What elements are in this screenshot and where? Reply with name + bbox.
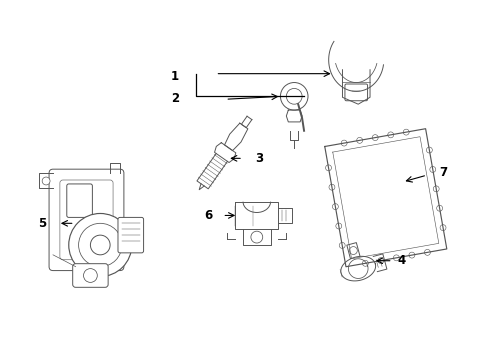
Circle shape xyxy=(69,213,131,276)
Text: 1: 1 xyxy=(170,70,179,83)
Circle shape xyxy=(42,177,50,185)
Circle shape xyxy=(286,89,302,104)
Circle shape xyxy=(356,138,362,143)
FancyBboxPatch shape xyxy=(118,217,143,253)
Circle shape xyxy=(362,260,367,266)
Text: 7: 7 xyxy=(438,166,446,179)
Text: 6: 6 xyxy=(204,209,212,222)
FancyBboxPatch shape xyxy=(67,184,92,217)
Circle shape xyxy=(90,235,110,255)
Circle shape xyxy=(325,165,331,171)
Circle shape xyxy=(250,231,262,243)
Text: 2: 2 xyxy=(170,92,179,105)
Circle shape xyxy=(371,135,377,140)
Circle shape xyxy=(332,204,338,210)
Circle shape xyxy=(436,205,442,211)
Circle shape xyxy=(280,82,307,110)
Circle shape xyxy=(403,129,408,135)
Text: 3: 3 xyxy=(254,152,263,165)
Circle shape xyxy=(424,249,429,255)
Circle shape xyxy=(341,140,346,146)
Circle shape xyxy=(377,258,383,264)
FancyBboxPatch shape xyxy=(73,264,108,287)
Circle shape xyxy=(339,242,345,248)
FancyBboxPatch shape xyxy=(49,169,123,271)
FancyBboxPatch shape xyxy=(344,84,367,101)
Circle shape xyxy=(432,186,438,192)
Text: 5: 5 xyxy=(38,217,46,230)
Circle shape xyxy=(335,223,341,229)
Circle shape xyxy=(79,223,122,267)
Circle shape xyxy=(387,132,393,138)
Circle shape xyxy=(429,166,435,172)
FancyBboxPatch shape xyxy=(60,180,113,260)
Text: 4: 4 xyxy=(397,254,405,267)
Circle shape xyxy=(328,184,334,190)
Circle shape xyxy=(393,255,399,261)
Circle shape xyxy=(408,252,414,258)
Circle shape xyxy=(349,247,357,255)
Circle shape xyxy=(83,269,97,282)
Circle shape xyxy=(426,147,431,153)
Circle shape xyxy=(439,225,445,230)
